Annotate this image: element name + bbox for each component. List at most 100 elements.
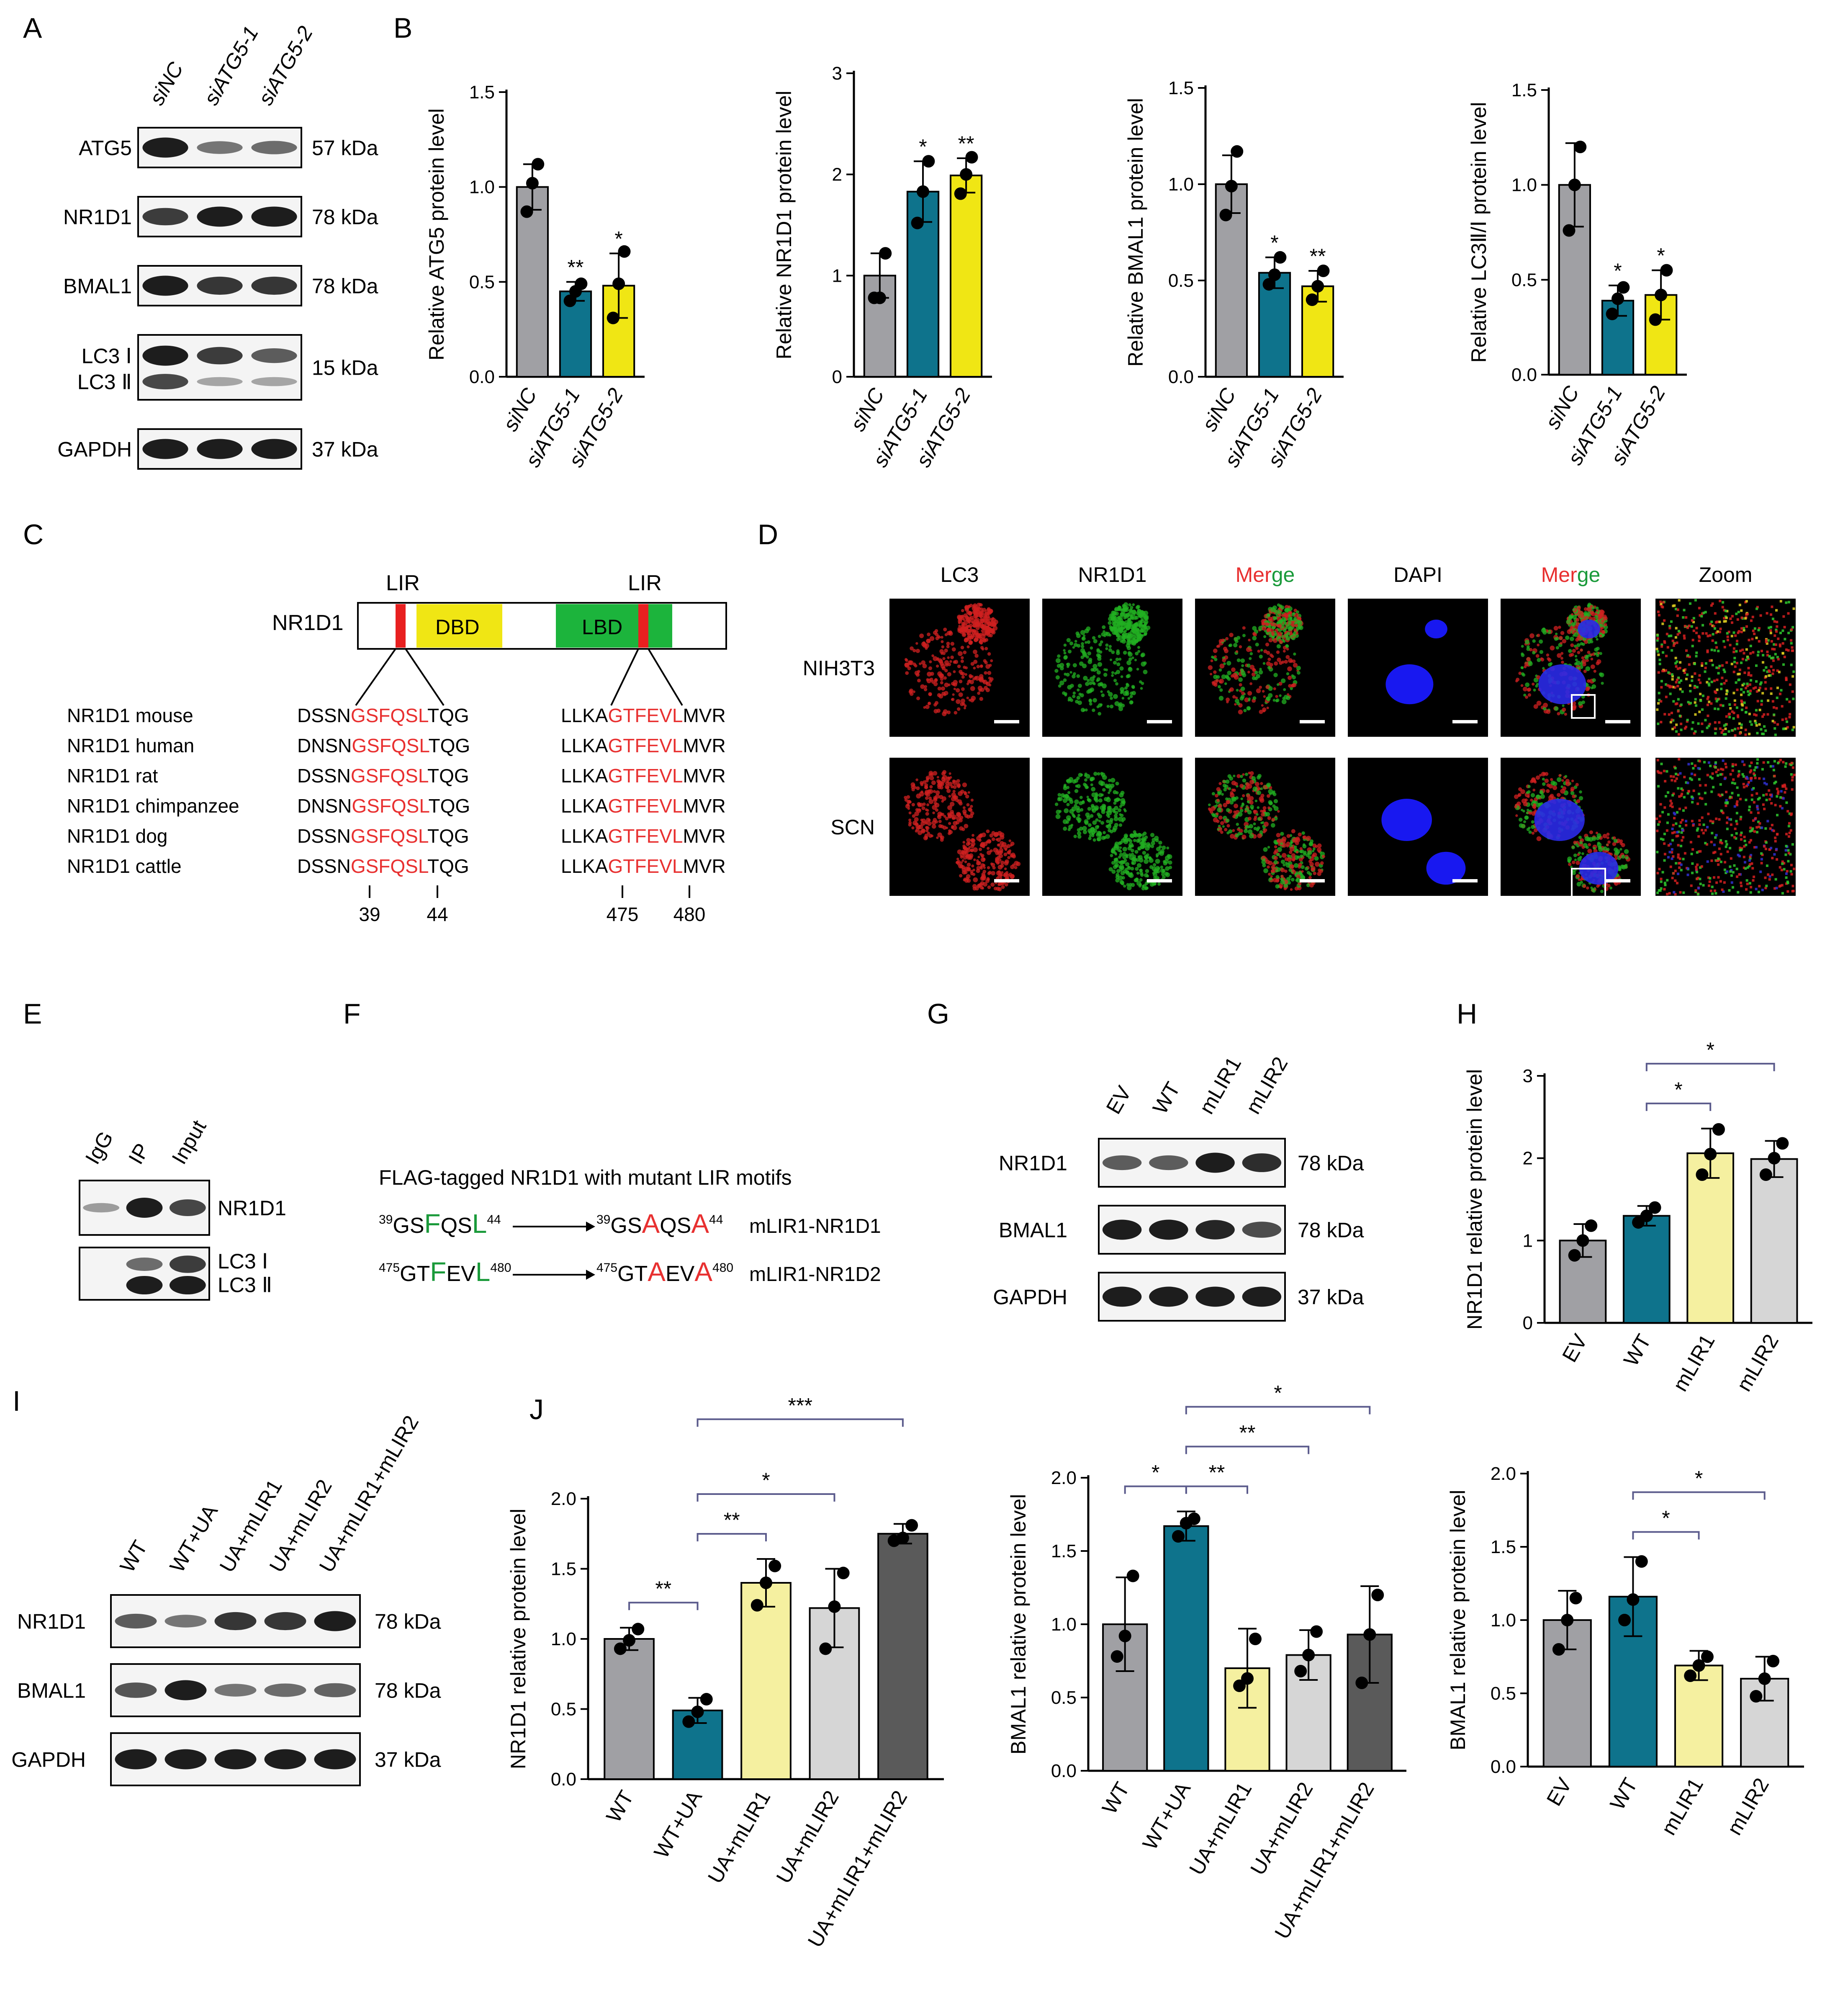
band [126,1276,163,1294]
significance-mark: * [1274,1381,1282,1405]
significance-mark: ** [655,1577,671,1600]
data-point [1310,1625,1323,1638]
y-axis-label: Relative NR1D1 protein level [772,91,796,360]
x-category-label: WT [601,1787,638,1826]
lir-connector [355,648,396,706]
zoom-box [1571,694,1596,719]
band [214,1684,257,1697]
position-label: 44 [427,903,448,925]
x-category-label: siNC [1198,384,1241,435]
channel-label: NR1D1 [1078,563,1147,586]
bar [1622,1215,1671,1324]
significance-bracket [697,1493,835,1502]
x-category-label: UA+mLIR2 [772,1787,843,1888]
data-point [1692,1659,1705,1672]
data-point [1294,1665,1307,1677]
sequence: DSSNGSFQSLTQG [297,705,469,726]
significance-mark: * [1151,1461,1159,1484]
band [197,141,243,154]
data-point [1302,1649,1315,1662]
micrograph [1501,599,1641,737]
band [264,1749,306,1770]
data-point [1618,1614,1631,1626]
data-point [1759,1168,1772,1181]
protein-name: BMAL1 [63,275,132,298]
molecular-weight: 78 kDa [1298,1219,1364,1242]
data-point [1241,1672,1254,1685]
band [251,141,297,154]
band [83,1203,120,1213]
sequence: LLKAGTFEVLMVR [561,765,726,787]
protein-name: NR1D1 [218,1196,286,1220]
construct-label: mLIR1-NR1D1 [749,1215,881,1237]
x-category-label: WT+UA [649,1786,707,1862]
data-point [1649,313,1662,326]
y-axis-label: NR1D1 relative protein level [1463,1069,1486,1330]
data-point [1110,1650,1123,1663]
band [1149,1155,1188,1170]
data-point [1274,251,1287,264]
data-point [1684,1669,1697,1682]
x-category-label: UA+mLIR1 [1185,1778,1256,1879]
micrograph [1348,758,1488,896]
band [142,208,188,226]
lane-label: mLIR2 [1241,1053,1292,1118]
data-point [1701,1650,1714,1663]
band [142,275,188,296]
data-point [1574,141,1587,153]
lane-label: EV [1102,1082,1136,1118]
data-point [1563,224,1576,237]
position-label: 480 [673,903,706,925]
zoom-box [1571,868,1606,903]
arrow-head [586,1222,595,1232]
sequence: DNSNGSFQSLTQG [297,735,470,756]
cell-type-label: SCN [830,815,875,839]
data-point [1219,208,1232,221]
scale-bar [1300,879,1325,882]
protein-name: GAPDH [57,438,132,461]
panel-label-b: B [393,12,412,44]
y-tick-label: 1.0 [1491,1610,1516,1631]
significance-mark: *** [788,1394,812,1417]
y-axis-label: Relative BMAL1 protein level [1124,98,1147,367]
data-point [700,1693,713,1706]
significance-mark: * [1695,1467,1703,1490]
molecular-weight: 37 kDa [1298,1286,1364,1309]
data-point [1776,1137,1789,1150]
y-tick-label: 1 [1523,1230,1533,1251]
y-tick-label: 0.5 [1168,270,1194,291]
data-point [1262,278,1275,291]
species-label: NR1D1 human [67,735,194,756]
x-category-label: EV [1542,1774,1576,1810]
data-point [1187,1512,1200,1525]
data-point [563,294,576,307]
molecular-weight: 15 kDa [312,356,378,380]
data-point [1585,1219,1598,1232]
data-point [965,151,978,164]
bar [604,1638,655,1780]
data-point [819,1642,832,1655]
x-category-label: WT [1619,1330,1655,1370]
data-point [917,185,929,198]
protein-name: BMAL1 [999,1219,1067,1242]
data-point [1768,1152,1781,1165]
x-category-label: WT [1606,1774,1642,1814]
mutant-title: FLAG-tagged NR1D1 with mutant LIR motifs [379,1166,792,1189]
data-point [614,1642,627,1655]
protein-name: LC3 Ⅰ [82,345,132,368]
scale-bar [1452,879,1478,882]
data-point [1660,264,1673,277]
data-point [896,1531,909,1544]
data-point [1635,1555,1648,1568]
wild-type-motif: 475GTFEVL480 [379,1257,511,1287]
significance-bracket [1632,1531,1700,1540]
micrograph [1501,758,1641,903]
micrograph [1348,599,1488,737]
y-tick-label: 2 [832,165,842,185]
scale-bar [1605,879,1630,882]
data-point [1172,1530,1185,1543]
micrograph [1655,599,1796,737]
band [197,347,243,365]
data-point [1712,1123,1725,1136]
microscopy-grid: LC3 NR1D1 Merge DAPI Merge Zoom NIH3T3 SCN [803,563,1796,903]
